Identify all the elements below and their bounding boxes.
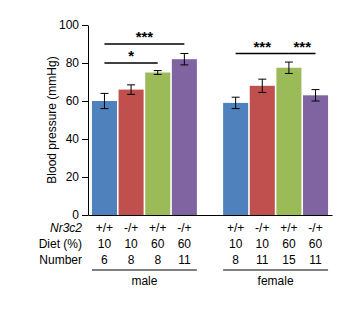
y-tick-label: 80	[66, 56, 80, 70]
y-axis-line	[88, 26, 89, 216]
diet-label: 10	[98, 237, 112, 251]
genotype-label: -/+	[308, 221, 322, 235]
bar	[172, 59, 197, 215]
significance-label: ***	[254, 38, 272, 55]
error-bar-path	[258, 79, 266, 92]
y-tick-label: 40	[66, 132, 80, 146]
chart: 020406080100****+/+106-/+108+/+608-/+601…	[0, 0, 356, 317]
genotype-label: -/+	[255, 221, 269, 235]
number-label: 8	[154, 253, 161, 267]
number-label: 11	[256, 253, 269, 267]
significance-label: *	[128, 47, 134, 64]
y-axis-title: Blood pressure (mmHg)	[45, 56, 59, 183]
number-label: 15	[282, 253, 296, 267]
error-bar	[180, 54, 188, 65]
bar	[276, 68, 301, 215]
genotype-label: +/+	[149, 221, 166, 235]
number-label: 8	[128, 253, 135, 267]
y-axis: 020406080100	[59, 18, 89, 222]
error-bar	[258, 79, 266, 92]
diet-label: 60	[151, 237, 165, 251]
bar	[145, 73, 170, 216]
plot: 020406080100****+/+106-/+108+/+608-/+601…	[39, 18, 333, 288]
y-tick: 80	[66, 56, 88, 70]
number-label: 11	[178, 253, 191, 267]
diet-label: 10	[124, 237, 138, 251]
y-tick: 100	[59, 18, 88, 32]
error-bar-path	[100, 93, 108, 108]
genotype-label: -/+	[177, 221, 191, 235]
diet-label: 60	[178, 237, 192, 251]
number-label: 6	[101, 253, 108, 267]
significance-label: ***	[136, 28, 154, 45]
y-tick-mark	[82, 63, 88, 64]
y-tick-label: 60	[66, 94, 80, 108]
group-underline	[92, 270, 197, 271]
bar	[223, 103, 248, 215]
error-bar-path	[232, 97, 240, 108]
error-bar	[232, 97, 240, 108]
genotype-label: +/+	[227, 221, 244, 235]
y-tick-label: 100	[59, 18, 79, 32]
group-label: male	[131, 274, 157, 288]
error-bar-path	[285, 62, 293, 73]
error-bar-path	[312, 90, 320, 101]
error-bar	[100, 93, 108, 108]
x-axis-line	[89, 215, 333, 216]
bar	[250, 86, 275, 215]
error-bar-path	[154, 71, 162, 75]
diet-label: 60	[309, 237, 323, 251]
error-bar	[127, 85, 135, 95]
y-tick-mark	[82, 177, 88, 178]
bar	[119, 90, 144, 215]
group-underline	[223, 270, 328, 271]
genotype-label: +/+	[96, 221, 113, 235]
genotype-label: -/+	[124, 221, 138, 235]
error-bar-path	[180, 54, 188, 65]
diet-label: 10	[229, 237, 243, 251]
number-label: 11	[309, 253, 322, 267]
bar	[92, 101, 117, 215]
row-label: Nr3c2	[50, 221, 82, 235]
number-label: 8	[232, 253, 239, 267]
y-tick-mark	[82, 25, 88, 26]
diet-label: 60	[282, 237, 296, 251]
genotype-label: +/+	[280, 221, 297, 235]
group-label: female	[258, 274, 294, 288]
y-tick-mark	[82, 101, 88, 102]
y-tick: 20	[66, 170, 88, 184]
y-tick-mark	[82, 139, 88, 140]
row-label: Diet (%)	[39, 237, 82, 251]
marks	[92, 54, 328, 216]
error-bar	[285, 62, 293, 73]
x-axis	[89, 215, 333, 216]
y-tick-mark	[82, 215, 88, 216]
error-bar	[154, 71, 162, 75]
diet-label: 10	[256, 237, 270, 251]
y-tick: 60	[66, 94, 88, 108]
error-bar	[312, 90, 320, 101]
error-bar-path	[127, 85, 135, 95]
bar	[303, 95, 328, 215]
y-tick: 40	[66, 132, 88, 146]
row-label: Number	[39, 253, 82, 267]
significance-label: ***	[293, 38, 311, 55]
y-tick-label: 20	[66, 170, 80, 184]
